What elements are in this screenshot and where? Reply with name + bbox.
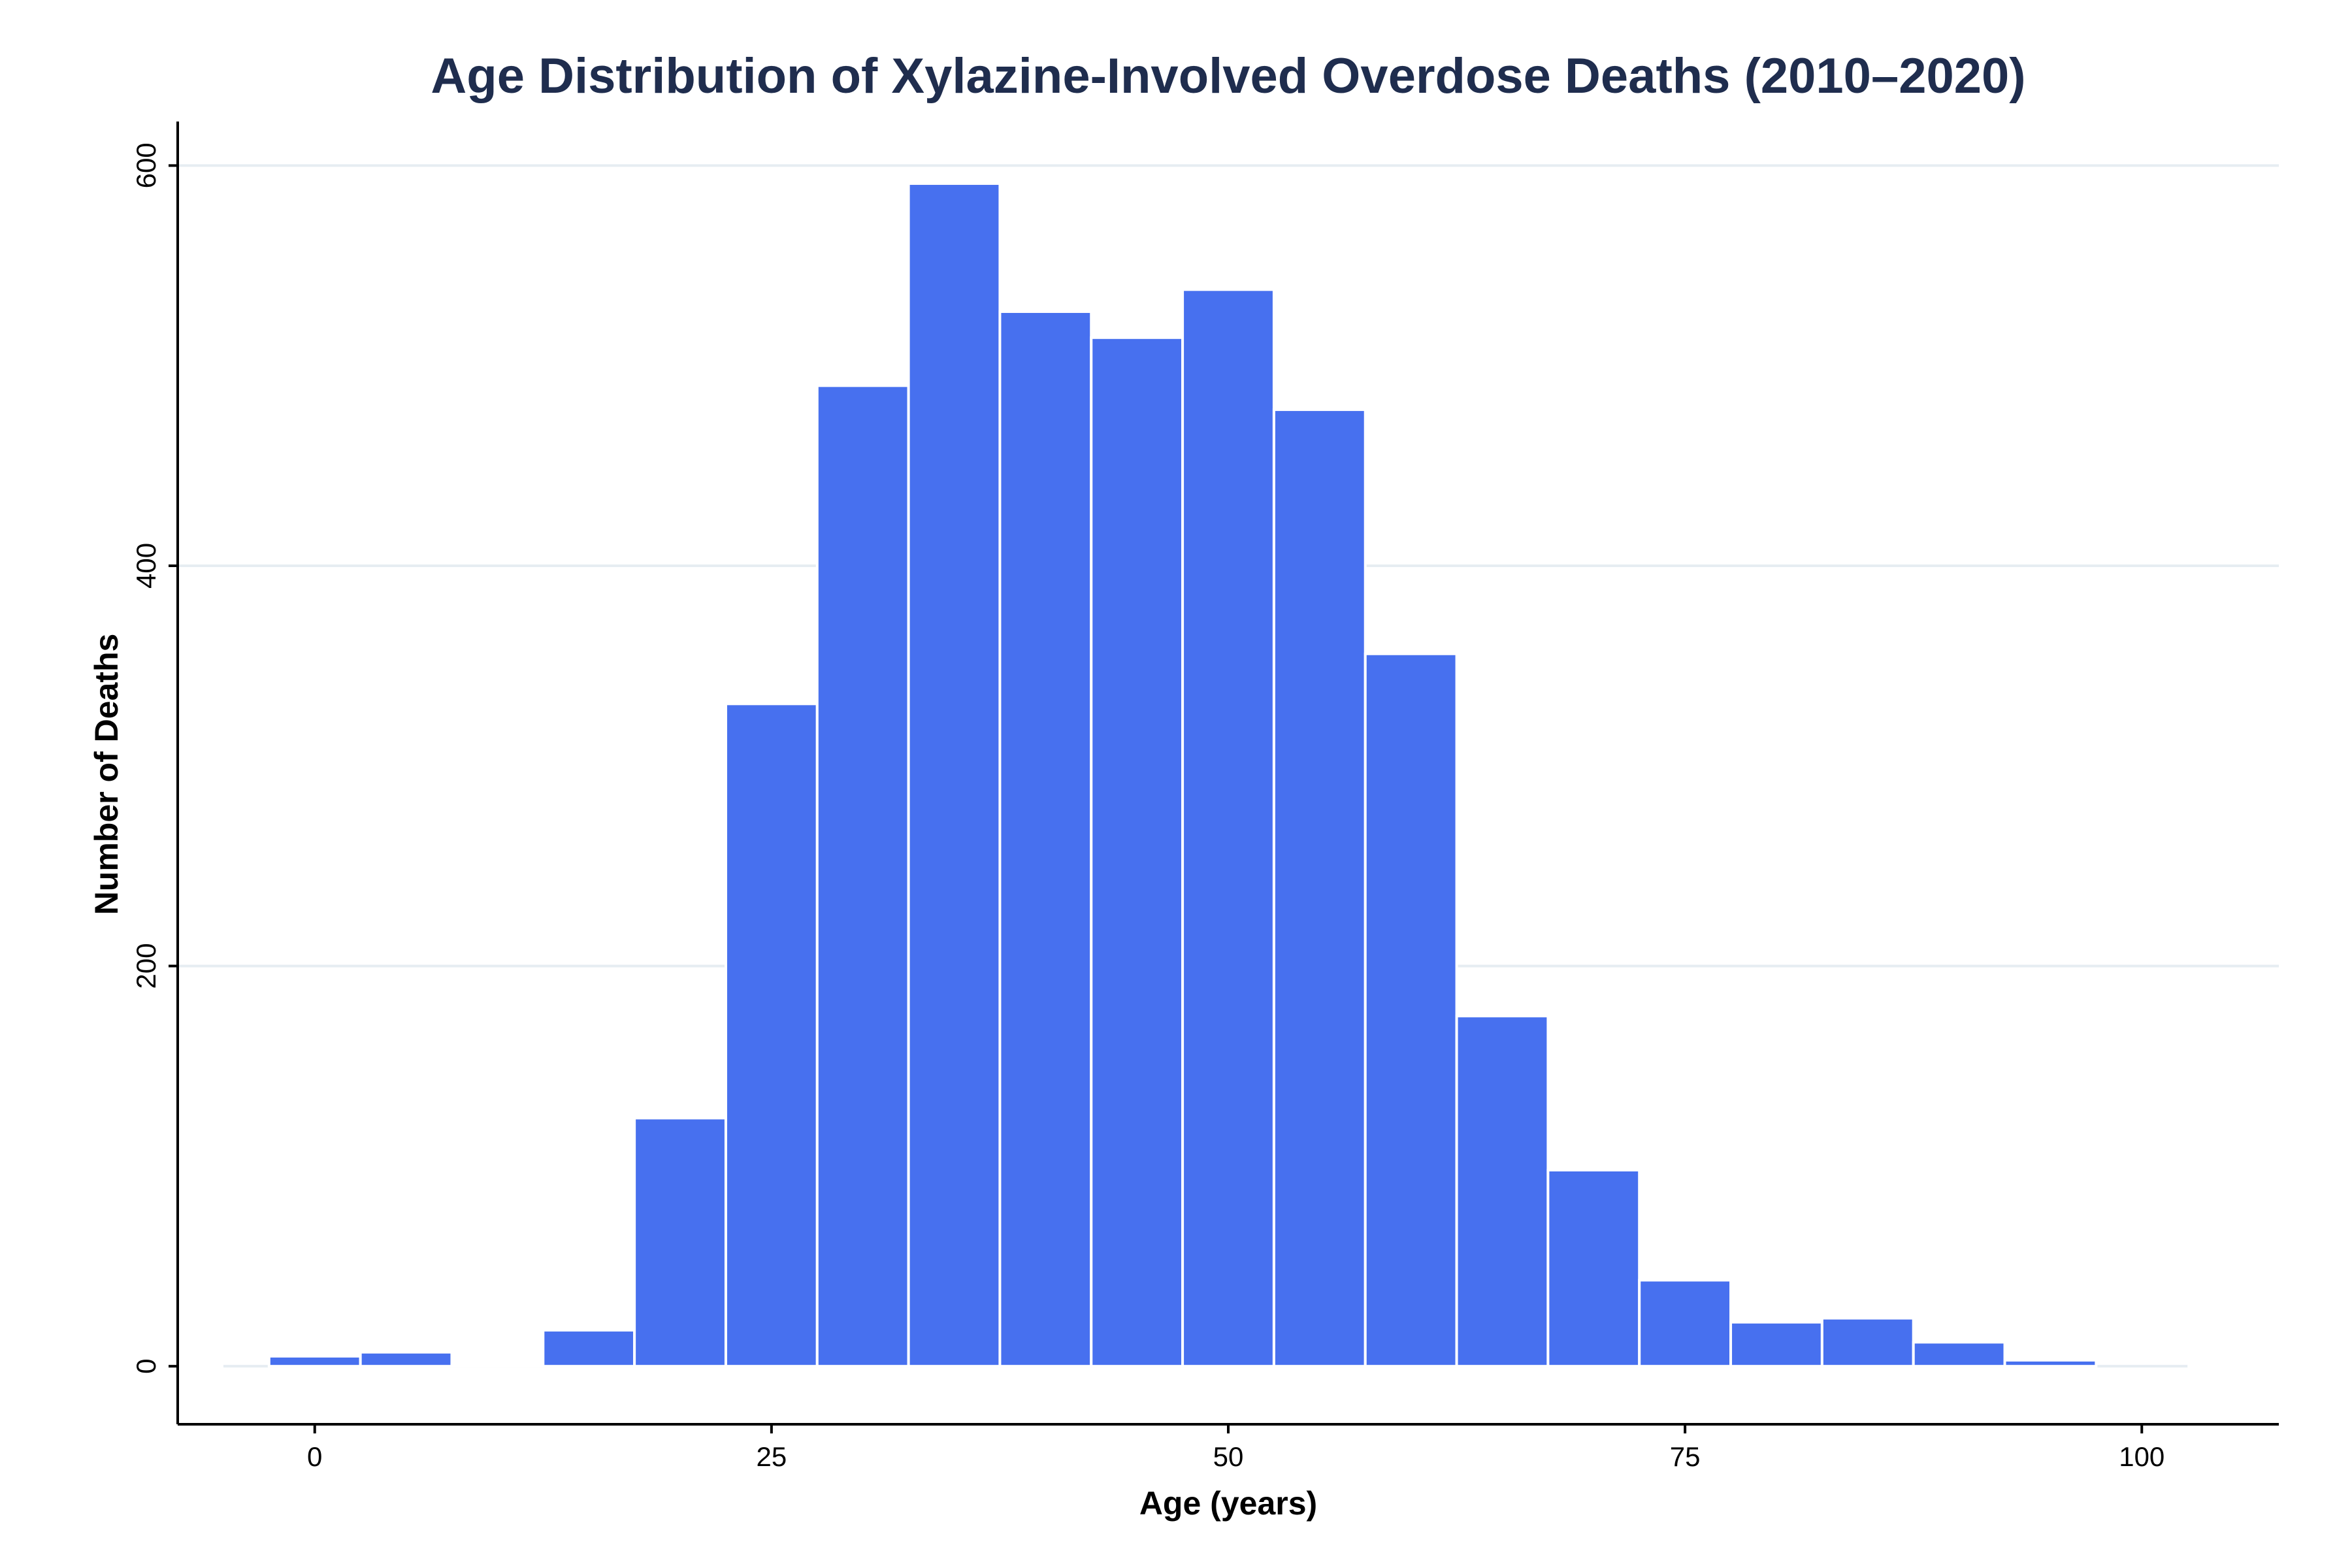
histogram-bar: [267, 1354, 362, 1368]
histogram-bar: [1455, 1015, 1550, 1368]
y-tick-label: 0: [131, 1358, 161, 1373]
x-tick-label: 25: [757, 1441, 787, 1472]
y-axis-ticks: 0 200 400 600: [131, 142, 178, 1374]
histogram-bar: [1364, 652, 1458, 1368]
histogram-bar: [1912, 1341, 2006, 1368]
histogram-bar: [1729, 1320, 1823, 1368]
histogram-bar: [359, 1350, 453, 1368]
histogram-bar: [1181, 288, 1275, 1368]
histogram-bar: [724, 702, 819, 1368]
histogram-bar: [1272, 408, 1367, 1368]
x-tick-label: 50: [1213, 1441, 1244, 1472]
y-tick-label: 200: [131, 943, 161, 989]
chart-title: Age Distribution of Xylazine-Involved Ov…: [431, 48, 2025, 104]
x-axis-label: Age (years): [1139, 1485, 1317, 1522]
x-axis-ticks: 0 25 50 75 100: [307, 1424, 2164, 1472]
histogram-bar: [1090, 336, 1184, 1368]
x-tick-label: 100: [2119, 1441, 2164, 1472]
y-tick-label: 600: [131, 142, 161, 188]
histogram-bar: [633, 1117, 727, 1368]
y-axis-label: Number of Deaths: [88, 634, 125, 915]
histogram-bar: [1820, 1316, 1915, 1368]
histogram-bar: [907, 182, 1002, 1368]
histogram-bars: [267, 182, 2098, 1368]
histogram-bar: [1546, 1169, 1641, 1368]
histogram-bar: [998, 310, 1093, 1368]
x-tick-label: 0: [307, 1441, 322, 1472]
histogram-bar: [1638, 1279, 1733, 1368]
histogram-bar: [2003, 1358, 2098, 1368]
histogram-bar: [815, 384, 910, 1368]
x-tick-label: 75: [1670, 1441, 1701, 1472]
y-tick-label: 400: [131, 543, 161, 589]
histogram-bar: [542, 1329, 636, 1368]
histogram-bar: [450, 1363, 545, 1368]
